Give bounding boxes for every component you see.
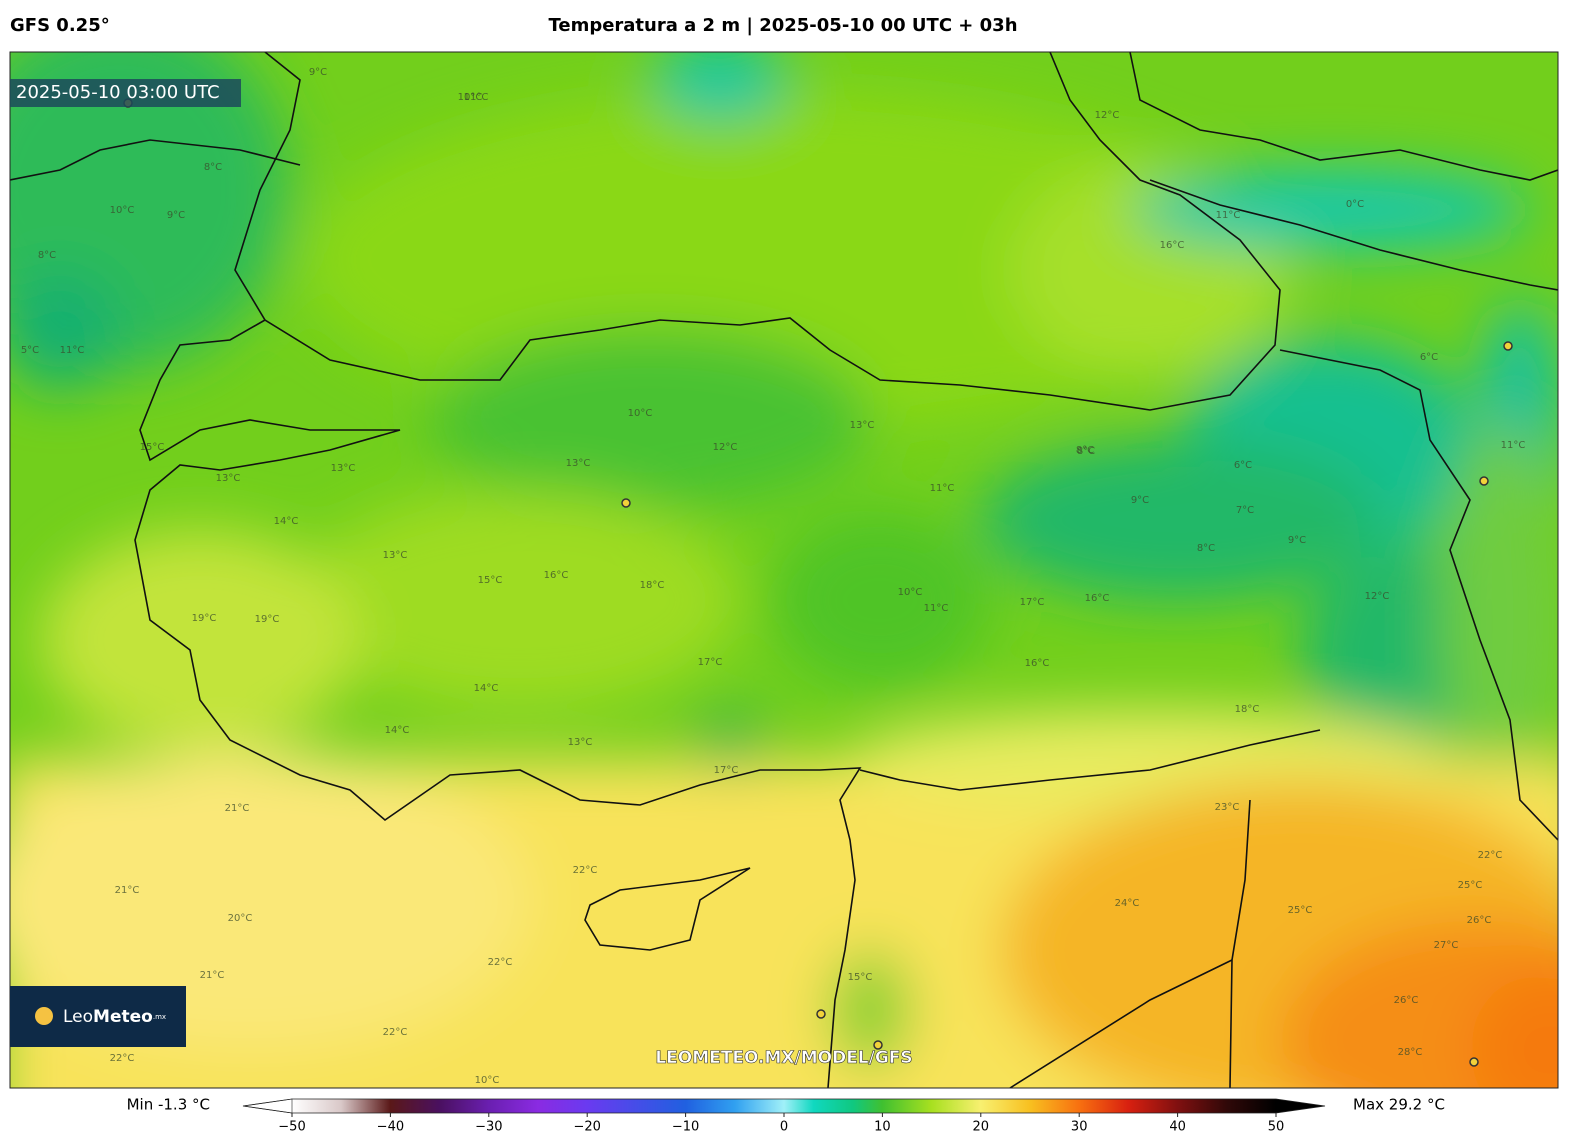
logo-text: LeoMeteo.mx xyxy=(63,1007,166,1027)
contour-label: 16°C xyxy=(1085,593,1110,604)
contour-label: 7°C xyxy=(1236,505,1254,516)
contour-label: 8°C xyxy=(1197,543,1215,554)
colorbar-tick-label: 10 xyxy=(874,1120,891,1135)
timestamp-box xyxy=(10,79,241,107)
contour-label: 25°C xyxy=(1288,905,1313,916)
contour-label: 22°C xyxy=(383,1027,408,1038)
contour-label: 25°C xyxy=(1458,880,1483,891)
map: 9°C 10°C 8°C 10°C 9°C 8°C 11°C 5°C 11°C 13°C 15°C 1… xyxy=(10,52,1558,1088)
contour-label: 15°C xyxy=(848,972,873,983)
contour-label: 16°C xyxy=(544,570,569,581)
contour-label: 19°C xyxy=(255,614,280,625)
contour-label: 27°C xyxy=(1434,940,1459,951)
contour-label: 21°C xyxy=(225,803,250,814)
contour-label: 11°C xyxy=(464,92,489,103)
contour-label: 9°C xyxy=(1288,535,1306,546)
contour-label: 8°C xyxy=(38,250,56,261)
contour-label: 13°C xyxy=(568,737,593,748)
contour-label: 15°C xyxy=(140,442,165,453)
contour-label: 28°C xyxy=(1398,1047,1423,1058)
colorbar-tick-label: 0 xyxy=(780,1120,788,1135)
contour-label: 12°C xyxy=(1365,591,1390,602)
contour-label: 14°C xyxy=(474,683,499,694)
contour-label: 11°C xyxy=(930,483,955,494)
contour-label: 6°C xyxy=(1234,460,1252,471)
contour-label: 12°C xyxy=(1095,110,1120,121)
contour-label: 10°C xyxy=(628,408,653,419)
contour-label: 22°C xyxy=(110,1053,135,1064)
colorbar-tick-label: −20 xyxy=(573,1120,600,1135)
contour-label: 26°C xyxy=(1394,995,1419,1006)
colorbar-tick-label: 40 xyxy=(1169,1120,1186,1135)
contour-label: 10°C xyxy=(898,587,923,598)
contour-label: 0°C xyxy=(1346,199,1364,210)
max-label: Max 29.2 °C xyxy=(1353,1096,1445,1114)
colorbar-extend-high xyxy=(1276,1099,1325,1113)
colorbar-tick-label: 20 xyxy=(973,1120,990,1135)
contour-label: 6°C xyxy=(1420,352,1438,363)
min-label: Min -1.3 °C xyxy=(127,1096,210,1114)
contour-label: 13°C xyxy=(331,463,356,474)
contour-label: 5°C xyxy=(21,345,39,356)
contour-label: 13°C xyxy=(566,458,591,469)
colorbar-tick-label: −40 xyxy=(377,1120,404,1135)
colorbar-extend-low xyxy=(242,1098,293,1114)
contour-label: 21°C xyxy=(200,970,225,981)
watermark: LEOMETEO.MX/MODEL/GFS xyxy=(655,1048,912,1068)
contour-label: 12°C xyxy=(713,442,738,453)
contour-label: 17°C xyxy=(714,765,739,776)
contour-label: 8°C xyxy=(1076,445,1094,456)
contour-label: 15°C xyxy=(478,575,503,586)
colorbar-tick-label: 30 xyxy=(1071,1120,1088,1135)
contour-label: 10°C xyxy=(458,92,483,103)
contour-label: 22°C xyxy=(573,865,598,876)
contour-label: 13°C xyxy=(216,473,241,484)
contour-label: 16°C xyxy=(1160,240,1185,251)
contour-label: 14°C xyxy=(274,516,299,527)
colorbar-tick-label: −30 xyxy=(475,1120,502,1135)
contour-label: 18°C xyxy=(640,580,665,591)
contour-label: 17°C xyxy=(698,657,723,668)
contour-label: 8°C xyxy=(1077,446,1095,457)
contour-label: 26°C xyxy=(1467,915,1492,926)
contour-label: 11°C xyxy=(60,345,85,356)
contour-label: 8°C xyxy=(204,162,222,173)
model-label: GFS 0.25° xyxy=(10,15,110,36)
colorbar-tick-label: −10 xyxy=(672,1120,699,1135)
logo-sun xyxy=(35,1007,53,1025)
contour-label: 9°C xyxy=(167,210,185,221)
colorbar-tick-label: 50 xyxy=(1268,1120,1285,1135)
contour-label: 17°C xyxy=(1020,597,1045,608)
contour-label: 14°C xyxy=(385,725,410,736)
contour-label: 16°C xyxy=(1025,658,1050,669)
map-frame xyxy=(9,51,1559,1089)
contour-label: 10°C xyxy=(110,205,135,216)
contour-label: 11°C xyxy=(1216,210,1241,221)
contour-label: 22°C xyxy=(488,957,513,968)
contour-label: 10°C xyxy=(475,1075,500,1086)
contour-label: 9°C xyxy=(309,67,327,78)
colorbar-scale xyxy=(292,1099,1276,1113)
contour-labels: 9°C 10°C 8°C 10°C 9°C 8°C 11°C 5°C 11°C 13°C 15°C 1… xyxy=(21,67,1526,1086)
contour-label: 20°C xyxy=(228,913,253,924)
map-title: Temperatura a 2 m | 2025-05-10 00 UTC + … xyxy=(548,15,1017,36)
contour-label: 19°C xyxy=(192,613,217,624)
contour-label: 23°C xyxy=(1215,802,1240,813)
contour-label: 13°C xyxy=(383,550,408,561)
contour-label: 11°C xyxy=(924,603,949,614)
contour-label: 24°C xyxy=(1115,898,1140,909)
colorbar-tick-label: −50 xyxy=(278,1120,305,1135)
contour-label: 9°C xyxy=(1131,495,1149,506)
contour-label: 13°C xyxy=(850,420,875,431)
contour-label: 11°C xyxy=(1501,440,1526,451)
timestamp: 2025-05-10 03:00 UTC xyxy=(16,82,220,103)
contour-label: 18°C xyxy=(1235,704,1260,715)
contour-label: 21°C xyxy=(115,885,140,896)
contour-label: 22°C xyxy=(1478,850,1503,861)
colorbar: −50 −40 −30 −20 −10 0 10 20 30 40 50 xyxy=(242,1098,1326,1135)
